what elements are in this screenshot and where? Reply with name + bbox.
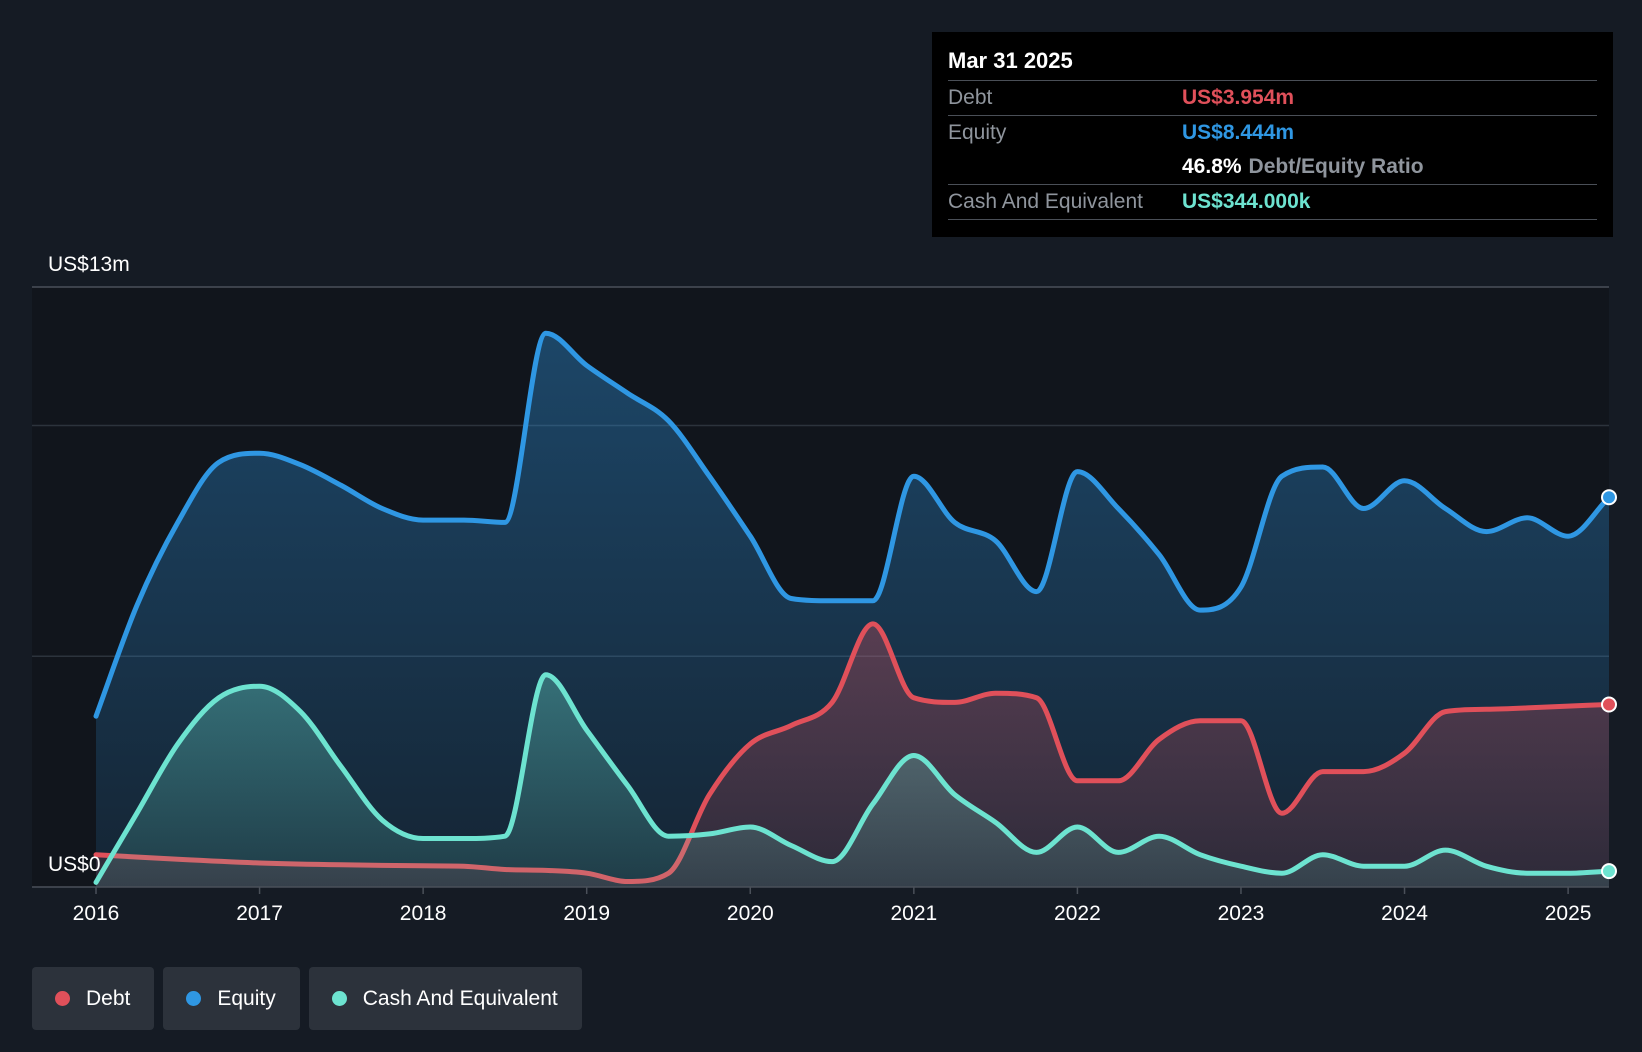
tooltip-date: Mar 31 2025 [948, 48, 1073, 73]
equity-dot-icon [186, 991, 202, 1006]
legend-item-equity[interactable]: Equity [163, 967, 300, 1030]
x-tick-label: 2017 [236, 902, 283, 925]
tooltip-debt-value: US$3.954m [1182, 86, 1295, 109]
tooltip-cash-row: Cash And Equivalent US$344.000k [948, 184, 1597, 219]
x-tick-label: 2016 [73, 902, 120, 925]
x-tick-label: 2018 [400, 902, 447, 925]
equity-end-marker [1601, 489, 1617, 506]
series-layer [93, 330, 1617, 887]
tooltip-debt-row: Debt US$3.954m [948, 80, 1597, 115]
equity-line [93, 330, 1612, 719]
tooltip-ratio-value: 46.8% [1182, 155, 1242, 178]
tooltip-equity-value: US$8.444m [1182, 121, 1295, 144]
x-tick-label: 2019 [563, 902, 610, 925]
tooltip-debt-label: Debt [948, 86, 993, 109]
tooltip-ratio-label: Debt/Equity Ratio [1248, 155, 1424, 178]
y-tick-label: US$0 [48, 853, 101, 876]
legend-equity-label: Equity [217, 986, 276, 1010]
legend: Debt Equity Cash And Equivalent [32, 967, 582, 1030]
debt-end-marker [1601, 696, 1617, 713]
tooltip-bottom-rule [948, 219, 1597, 220]
tooltip-panel: Mar 31 2025 Debt US$3.954m Equity US$8.4… [932, 32, 1613, 237]
tooltip-ratio-row: 46.8% Debt/Equity Ratio [948, 150, 1597, 184]
tooltip-equity-row: Equity US$8.444m [948, 115, 1597, 150]
debt-dot-icon [55, 991, 70, 1006]
legend-item-debt[interactable]: Debt [32, 967, 155, 1030]
legend-item-cash[interactable]: Cash And Equivalent [308, 967, 582, 1030]
x-tick-label: 2024 [1381, 902, 1428, 925]
cash-area [96, 674, 1609, 887]
x-tick-label: 2022 [1054, 902, 1101, 925]
tooltip-equity-label: Equity [948, 121, 1007, 144]
debt-area [96, 623, 1609, 887]
legend-cash-label: Cash And Equivalent [362, 986, 558, 1010]
tooltip-cash-label: Cash And Equivalent [948, 190, 1143, 213]
y-tick-label: US$13m [48, 253, 130, 276]
axes: 2016 2017 2018 2019 2020 2021 2022 2023 2024 2025… [32, 253, 1609, 925]
x-tick-label: 2020 [727, 902, 774, 925]
x-tick-label: 2025 [1545, 902, 1592, 925]
cash-dot-icon [331, 991, 347, 1006]
x-tick-label: 2021 [890, 902, 937, 925]
tooltip-cash-value: US$344.000k [1182, 190, 1311, 213]
legend-debt-label: Debt [86, 986, 131, 1010]
cash-line [93, 672, 1612, 885]
x-tick-label: 2023 [1218, 902, 1265, 925]
cash-end-marker [1601, 863, 1617, 880]
